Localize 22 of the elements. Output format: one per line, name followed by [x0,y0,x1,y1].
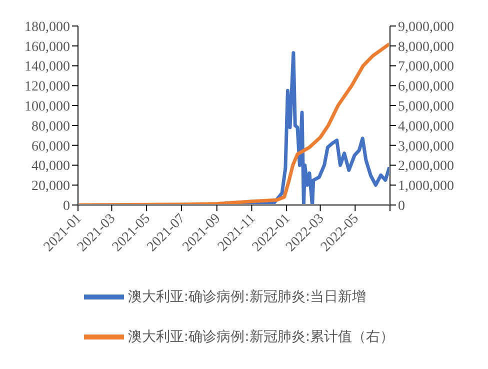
y-tick-label: 20,000 [32,179,70,194]
y2-tick-label: 8,000,000 [398,40,454,55]
legend-label: 澳大利亚:确诊病例:新冠肺炎:累计值（右） [128,328,394,345]
y2-tick-label: 4,000,000 [398,119,454,134]
y-tick-label: 0 [63,198,70,214]
y2-tick-label: 3,000,000 [398,139,454,154]
y2-tick-label: 7,000,000 [398,60,454,75]
y-tick-label: 180,000 [24,20,70,35]
legend-label: 澳大利亚:确诊病例:新冠肺炎:当日新增 [128,288,366,305]
y2-tick-label: 6,000,000 [398,80,454,95]
y-tick-label: 160,000 [24,40,70,55]
y2-tick-label: 5,000,000 [398,100,454,115]
y-tick-label: 120,000 [24,80,70,95]
y-tick-label: 80,000 [32,119,70,134]
y2-tick-label: 0 [398,198,405,214]
y-tick-label: 40,000 [32,159,70,174]
y2-tick-label: 2,000,000 [398,159,454,174]
y-tick-label: 140,000 [24,60,70,75]
y2-tick-label: 1,000,000 [398,179,454,194]
y-tick-label: 60,000 [32,139,70,154]
y-tick-label: 100,000 [24,100,70,115]
y2-tick-label: 9,000,000 [398,20,454,35]
